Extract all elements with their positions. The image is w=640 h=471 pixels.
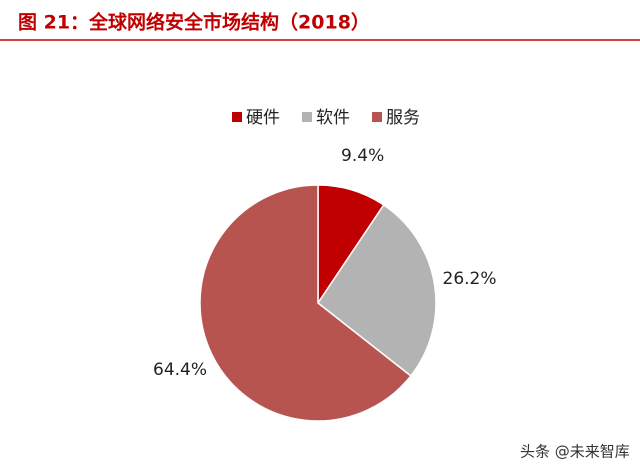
- chart-title: 图 21：全球网络安全市场结构（2018）: [18, 11, 370, 34]
- pie-slice: [316, 203, 437, 377]
- legend-swatch: [302, 112, 312, 122]
- watermark: 头条 @未来智库: [520, 443, 630, 461]
- legend-label: 硬件: [246, 108, 280, 128]
- data-label: 26.2%: [443, 269, 497, 289]
- legend-label: 服务: [386, 108, 420, 128]
- pie-slice: [199, 184, 412, 422]
- data-label: 64.4%: [153, 360, 207, 380]
- legend-swatch: [232, 112, 242, 122]
- legend-label: 软件: [316, 108, 350, 128]
- legend-swatch: [372, 112, 382, 122]
- data-label: 9.4%: [341, 146, 384, 166]
